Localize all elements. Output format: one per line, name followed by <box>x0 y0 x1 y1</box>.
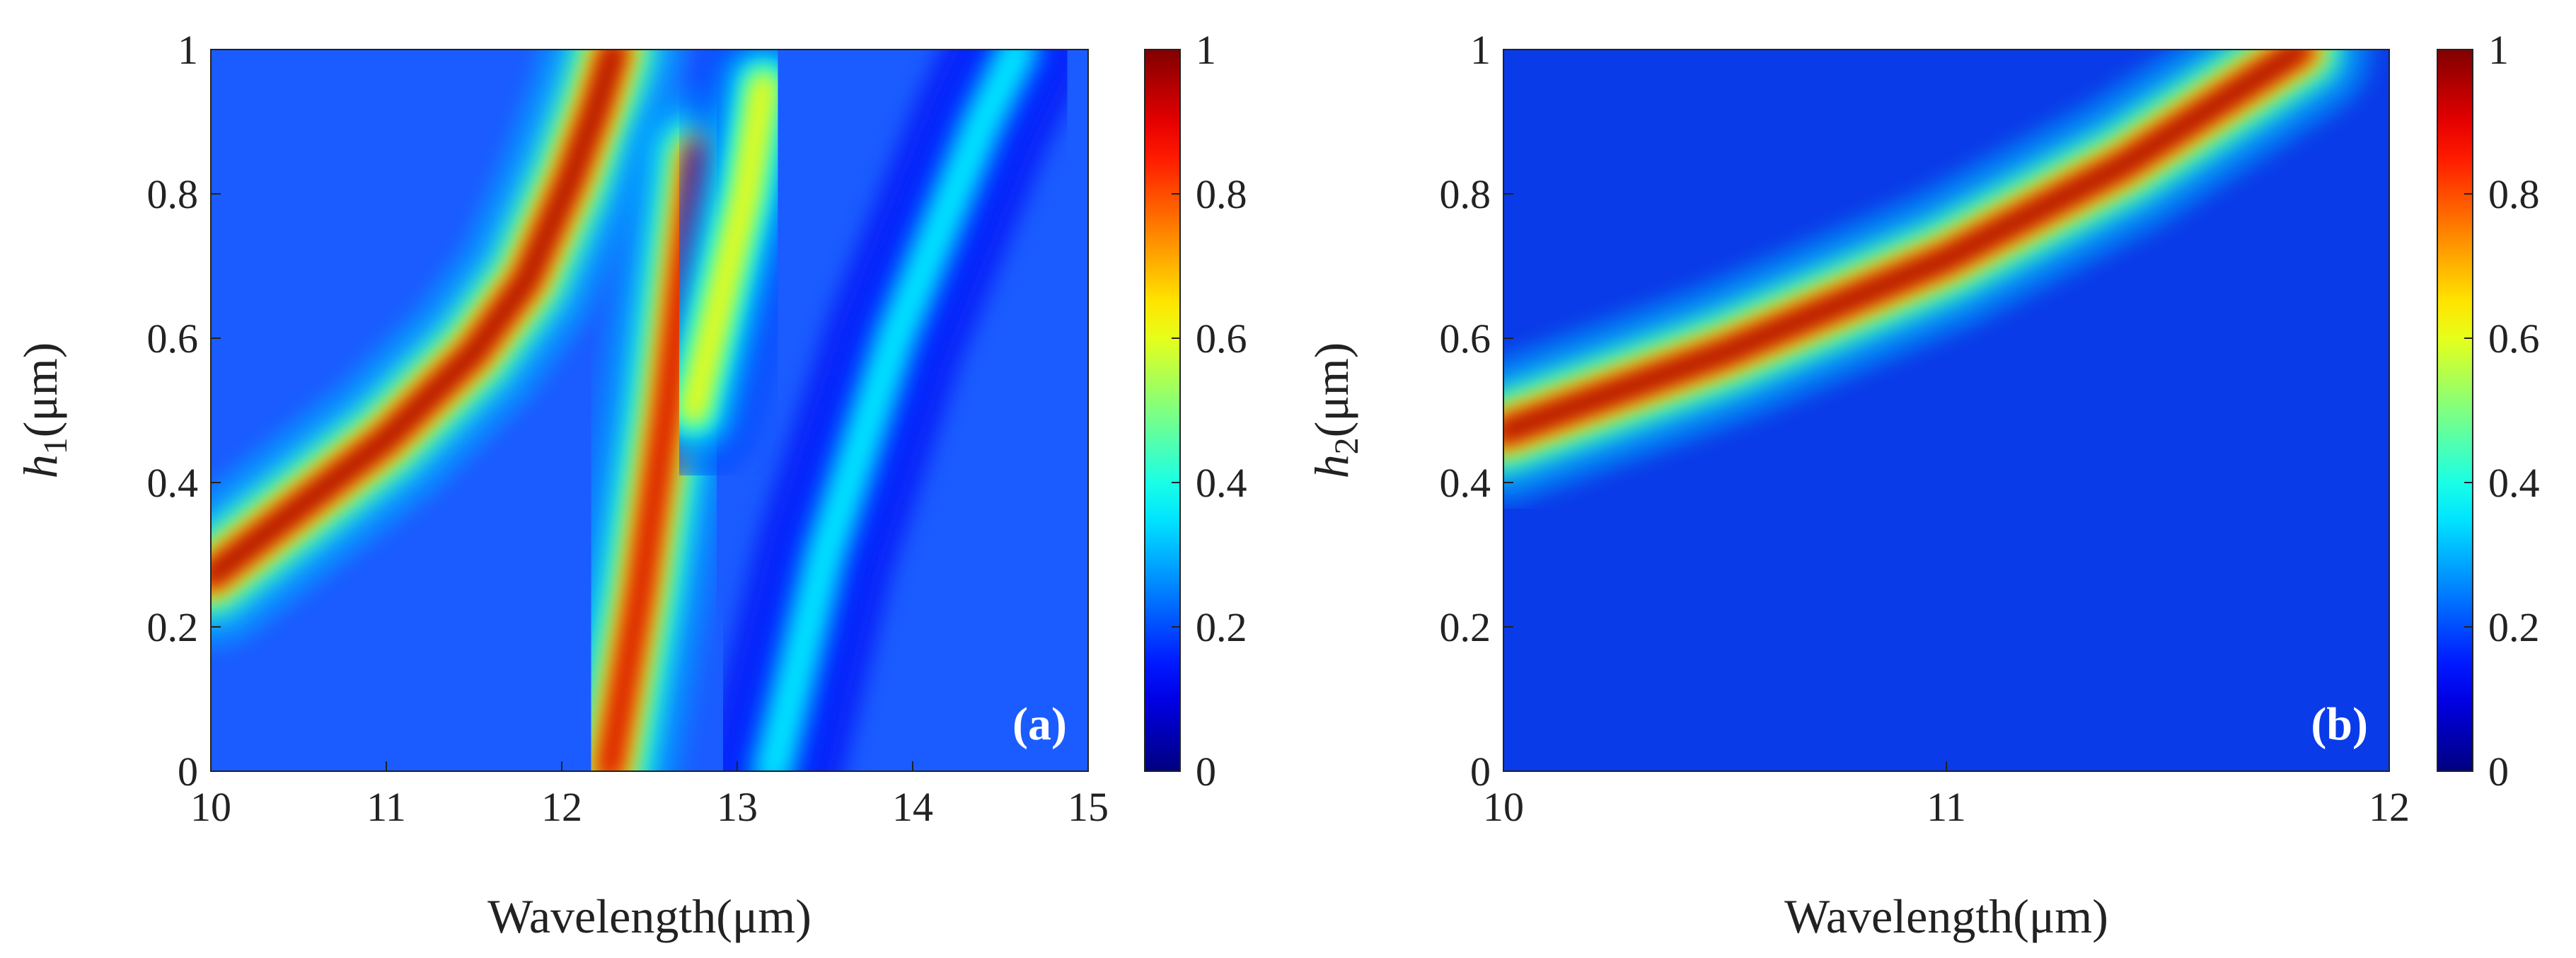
x-tick-label-a: 12 <box>541 784 582 830</box>
y-tick-label-a: 0.8 <box>147 171 199 217</box>
y-axis-label-a: h1(μm) <box>13 342 74 479</box>
ridge-main-resonance-layer-4-b <box>1503 50 2309 441</box>
ridge-main-resonance-layer-4-a <box>211 50 623 585</box>
ridge-broad-band-layer-4-a <box>763 50 1027 771</box>
x-axis-label-a: Wavelength(μm) <box>487 889 812 943</box>
x-tick-label-b: 11 <box>1927 784 1966 830</box>
y-tick-label-a: 0 <box>178 749 198 795</box>
y-tick-label-b: 1 <box>1470 27 1491 73</box>
x-axis-label-b: Wavelength(μm) <box>1784 889 2108 943</box>
heatmap-a <box>211 50 1088 771</box>
y-tick-label-b: 0.8 <box>1440 171 1491 217</box>
colorbar-a <box>1144 49 1181 772</box>
axes-a-ticks: 10 11 12 13 14 15 0 0.2 0.4 0.6 0.8 1 <box>147 27 1109 830</box>
y-tick-label-a: 0.2 <box>147 604 199 650</box>
colorbar-b <box>2437 49 2473 772</box>
x-tick-label-a: 13 <box>717 784 758 830</box>
colorbar-tick-label-b: 0.8 <box>2488 171 2540 217</box>
y-tick-label-b: 0.4 <box>1440 460 1491 506</box>
y-tick-label-a: 1 <box>178 27 198 73</box>
y-tick-label-a: 0.4 <box>147 460 199 506</box>
y-tick-label-a: 0.6 <box>147 316 199 362</box>
colorbar-tick-label-b: 0.2 <box>2488 604 2540 650</box>
y-tick-label-b: 0 <box>1470 749 1491 795</box>
colorbar-tick-label-b: 0.6 <box>2488 316 2540 362</box>
colorbar-tick-label-a: 0.6 <box>1196 316 1247 362</box>
panel-a-label: (a) <box>1012 698 1067 750</box>
y-tick-label-b: 0.2 <box>1440 604 1491 650</box>
x-tick-label-a: 14 <box>892 784 933 830</box>
x-tick-label-b: 10 <box>1483 784 1524 830</box>
colorbar-tick-label-b: 0.4 <box>2488 460 2540 506</box>
x-tick-label-a: 11 <box>366 784 406 830</box>
x-tick-label-b: 12 <box>2369 784 2410 830</box>
axes-b-ticks: 10 11 12 0 0.2 0.4 0.6 0.8 1 <box>1440 27 2410 830</box>
colorbar-tick-label-b: 1 <box>2488 27 2509 73</box>
y-axis-label-b: h2(μm) <box>1305 342 1365 479</box>
colorbar-tick-label-a: 0.8 <box>1196 171 1247 217</box>
colorbar-tick-label-a: 0.4 <box>1196 460 1247 506</box>
x-tick-label-a: 15 <box>1068 784 1109 830</box>
colorbar-tick-label-b: 0 <box>2488 749 2509 795</box>
colorbar-tick-label-a: 0.2 <box>1196 604 1247 650</box>
panel-b-label: (b) <box>2311 698 2368 750</box>
colorbar-b-ticks: 0 0.2 0.4 0.6 0.8 1 <box>2464 27 2540 795</box>
y-tick-label-b: 0.6 <box>1440 316 1491 362</box>
plot-a-frame <box>210 49 1089 772</box>
x-tick-label-a: 10 <box>190 784 231 830</box>
colorbar-tick-label-a: 1 <box>1196 27 1216 73</box>
colorbar-tick-label-a: 0 <box>1196 749 1216 795</box>
colorbar-a-ticks: 0 0.2 0.4 0.6 0.8 1 <box>1172 27 1247 795</box>
heatmap-b <box>1503 50 2372 503</box>
